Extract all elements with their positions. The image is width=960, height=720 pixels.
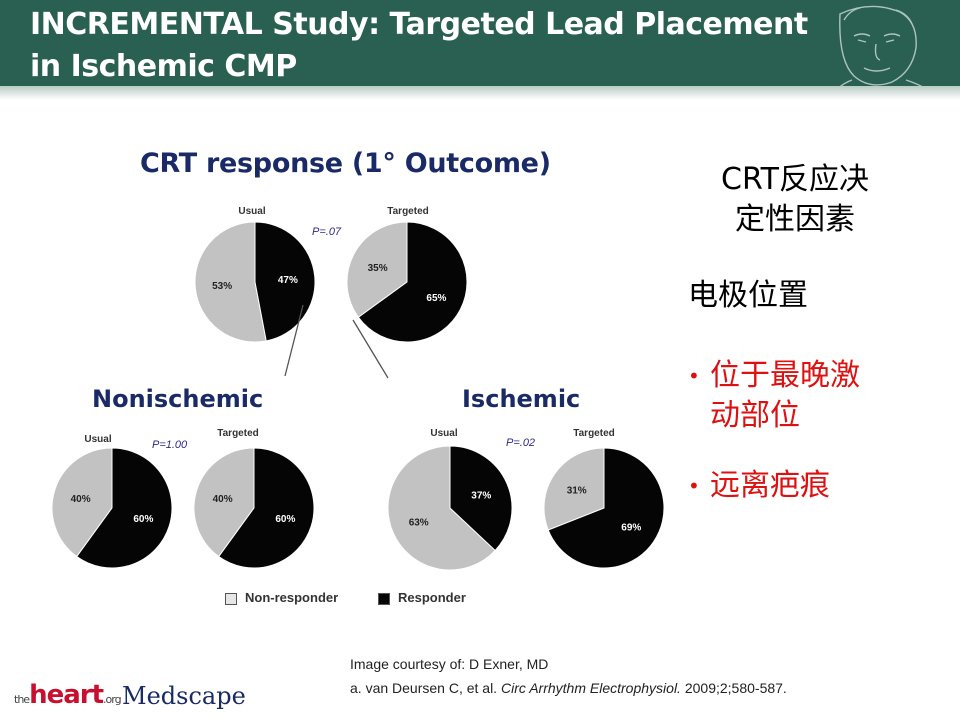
- p-value-label: P=1.00: [152, 439, 188, 451]
- pie-label-responder: 60%: [133, 514, 153, 525]
- side-subheading: 电极位置: [688, 278, 808, 313]
- legend-label-responder: Responder: [398, 590, 466, 605]
- pie-slice-non-responder: [51, 447, 113, 558]
- logo-org: .org: [103, 693, 122, 706]
- side-heading: CRT反应决 定性因素: [680, 160, 910, 240]
- pie-slice-responder: [76, 447, 173, 569]
- slide-title-line1: INCREMENTAL Study: Targeted Lead Placeme…: [30, 7, 808, 42]
- citation-authors: a. van Deursen C, et al.: [350, 680, 501, 696]
- pie-slice-responder: [218, 447, 315, 569]
- slide-title: INCREMENTAL Study: Targeted Lead Placeme…: [30, 4, 808, 88]
- legend-swatch-responder: [378, 592, 390, 605]
- legend-responder: Responder: [378, 590, 466, 605]
- bullet-dot: •: [688, 474, 700, 498]
- pie-arm-label: Targeted: [573, 428, 615, 439]
- pie-group: 47% 53% Usual 65% 35% Targeted 60% 40% Usual 60% 4…: [51, 206, 665, 571]
- chart-title: CRT response (1° Outcome): [140, 148, 551, 179]
- pie-label-responder: 47%: [278, 275, 298, 286]
- bullet-dot: •: [688, 364, 700, 388]
- bullet-text-line1: 远离疤痕: [710, 468, 830, 503]
- p-value-label: P=.07: [312, 226, 342, 238]
- pie-slice-non-responder: [194, 221, 267, 343]
- pie-label-non-responder: 40%: [213, 494, 233, 505]
- side-panel: CRT反应决 定性因素 电极位置 • 位于最晚激 动部位 • 远离疤痕: [680, 160, 910, 506]
- pie-arm-label: Usual: [238, 206, 265, 217]
- citation-line2: a. van Deursen C, et al. Circ Arrhythm E…: [350, 676, 787, 700]
- pie-label-non-responder: 63%: [409, 518, 429, 529]
- pie-arm-label: Targeted: [217, 428, 259, 439]
- theheart-logo: theheart.org: [14, 680, 122, 710]
- pie-label-non-responder: 31%: [567, 485, 587, 496]
- side-heading-line1: CRT反应决: [721, 162, 869, 197]
- legend-non-responder: Non-responder: [225, 590, 338, 605]
- pie-slice-non-responder: [193, 447, 255, 558]
- pie-slice-non-responder: [543, 447, 605, 531]
- bullet-item: • 位于最晚激 动部位: [680, 356, 910, 436]
- pie-label-responder: 60%: [275, 514, 295, 525]
- pie-arm-label: Usual: [84, 434, 111, 445]
- pie-arm-label: Targeted: [387, 206, 429, 217]
- medscape-logo: Medscape: [122, 682, 246, 710]
- citation-line1: Image courtesy of: D Exner, MD: [350, 656, 549, 672]
- legend-label-non-responder: Non-responder: [245, 590, 339, 605]
- legend-swatch-non-responder: [225, 592, 237, 605]
- pie-label-non-responder: 53%: [212, 281, 232, 292]
- group-title-ischemic: Ischemic: [462, 385, 581, 413]
- slide-title-line2: in Ischemic CMP: [30, 49, 297, 84]
- connector-lines: [284, 304, 389, 379]
- pie-label-responder: 37%: [471, 490, 491, 501]
- logo-heart: heart: [29, 680, 104, 710]
- citation-journal: Circ Arrhythm Electrophysiol.: [500, 680, 681, 696]
- pie-slice-non-responder: [346, 221, 408, 318]
- side-heading-line2: 定性因素: [735, 202, 855, 237]
- pie-slice-responder: [547, 447, 665, 569]
- title-bar-gradient: [0, 86, 960, 100]
- pie-slice-responder: [449, 445, 513, 552]
- logo-the: the: [14, 693, 30, 706]
- pie-label-responder: 69%: [621, 523, 641, 534]
- pie-slice-non-responder: [387, 445, 496, 571]
- bullet-text-line1: 位于最晚激: [710, 358, 860, 393]
- citation-year: 2009;2;580-587.: [680, 680, 787, 696]
- pie-arm-label: Usual: [430, 428, 457, 439]
- pie-label-non-responder: 35%: [368, 263, 388, 274]
- citation: Image courtesy of: D Exner, MD a. van De…: [350, 652, 787, 700]
- group-title-nonischemic: Nonischemic: [92, 385, 264, 413]
- p-value-label: P=.02: [506, 437, 535, 449]
- pie-slice-responder: [254, 221, 316, 342]
- pie-label-responder: 65%: [426, 293, 446, 304]
- bullet-item: • 远离疤痕: [680, 466, 910, 506]
- bullet-text-line2: 动部位: [710, 398, 800, 433]
- pie-label-non-responder: 40%: [71, 494, 91, 505]
- pie-slice-responder: [357, 221, 468, 343]
- title-bar: INCREMENTAL Study: Targeted Lead Placeme…: [0, 0, 960, 100]
